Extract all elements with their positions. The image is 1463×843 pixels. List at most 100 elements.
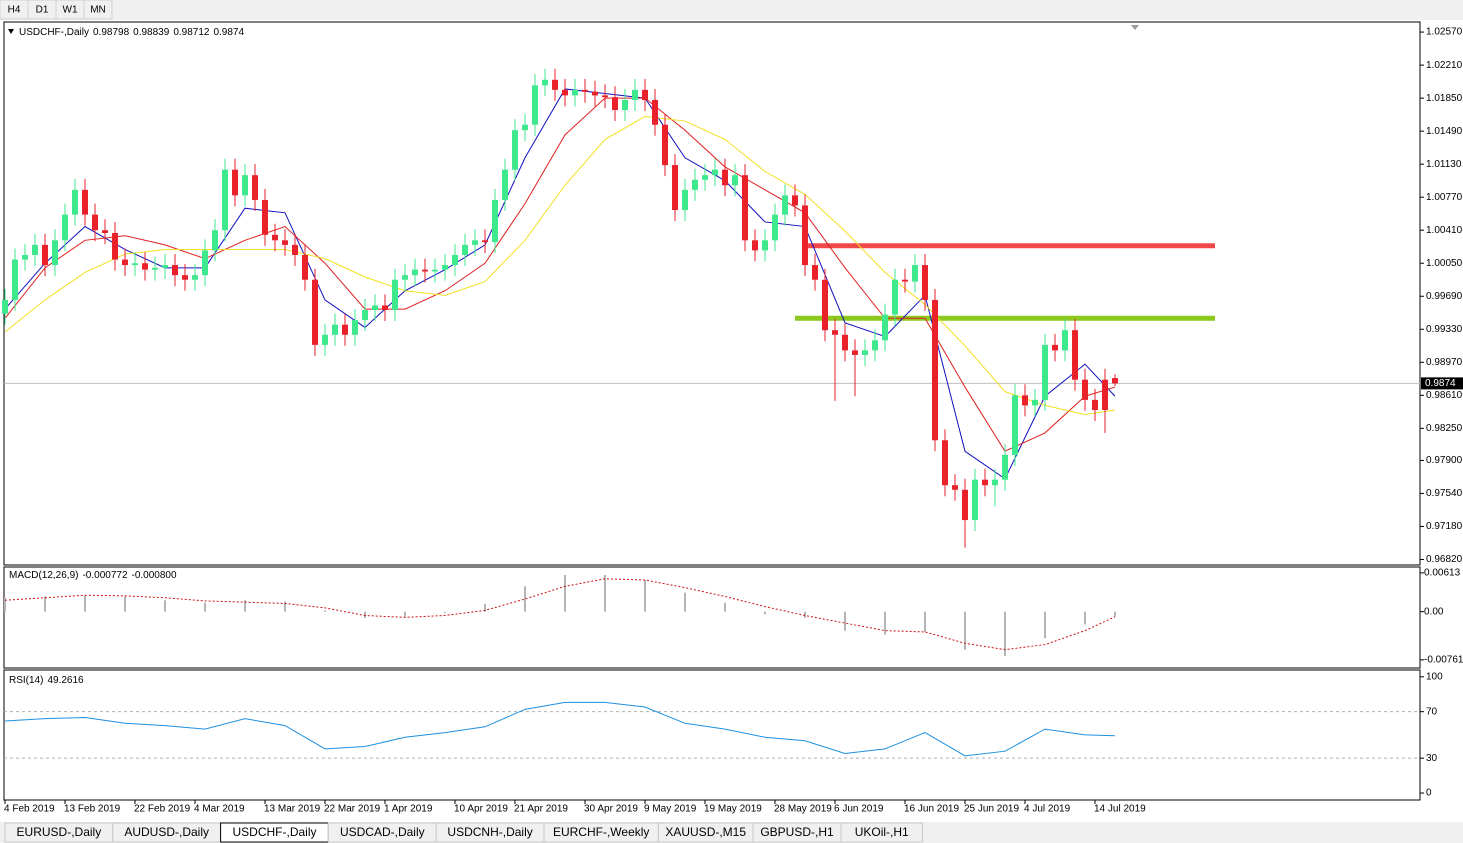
candle-body bbox=[132, 263, 138, 266]
macd-histogram-bar bbox=[684, 592, 686, 612]
macd-y-tick-label: -0.007612 bbox=[1424, 654, 1463, 665]
y-tick-label: 0.99690 bbox=[1426, 291, 1463, 302]
candle-body bbox=[1052, 344, 1058, 351]
candle-body bbox=[682, 189, 688, 211]
y-tick-label: 0.96820 bbox=[1426, 554, 1463, 565]
candle-body bbox=[332, 324, 338, 335]
candle-body bbox=[1062, 330, 1068, 351]
candle-body bbox=[352, 320, 358, 335]
open-value: 0.98798 bbox=[93, 27, 130, 38]
candle-body bbox=[632, 89, 638, 100]
candle-body bbox=[462, 244, 468, 255]
symbol-tab[interactable] bbox=[840, 822, 923, 843]
macd-histogram-bar bbox=[244, 600, 246, 612]
candle-body bbox=[792, 195, 798, 206]
symbol-tab-label: USDCNH-,Daily bbox=[447, 825, 532, 839]
macd-histogram-bar bbox=[1044, 611, 1046, 639]
macd-histogram-bar bbox=[1114, 611, 1116, 617]
macd-histogram-bar bbox=[4, 597, 6, 612]
low-value: 0.98712 bbox=[173, 27, 210, 38]
candle-body bbox=[942, 440, 948, 486]
macd-histogram-bar bbox=[764, 611, 766, 615]
close-value: 0.9874 bbox=[213, 27, 244, 38]
candle-body bbox=[852, 350, 858, 355]
x-tick-label: 19 May 2019 bbox=[704, 804, 762, 815]
candle-body bbox=[1012, 395, 1018, 455]
macd-histogram-bar bbox=[204, 602, 206, 612]
candle-body bbox=[742, 175, 748, 241]
signal-value: -0.000800 bbox=[132, 570, 177, 581]
candle-body bbox=[142, 263, 148, 270]
candle-body bbox=[642, 89, 648, 100]
macd-histogram-bar bbox=[1004, 611, 1006, 656]
y-tick-label: 1.00410 bbox=[1426, 225, 1463, 236]
moving-average bbox=[4, 115, 1116, 416]
candle-body bbox=[1072, 330, 1078, 380]
candle-body bbox=[442, 265, 448, 270]
candle-body bbox=[752, 240, 758, 251]
candle-body bbox=[472, 240, 478, 245]
candle-body bbox=[82, 189, 88, 215]
candle-body bbox=[522, 124, 528, 131]
candle-body bbox=[312, 279, 318, 345]
candle-body bbox=[62, 214, 68, 241]
candle-body bbox=[1022, 395, 1028, 406]
macd-histogram-bar bbox=[164, 600, 166, 612]
rsi-y-tick-label: 70 bbox=[1426, 706, 1438, 717]
macd-histogram-bar bbox=[84, 595, 86, 612]
candle-body bbox=[882, 314, 888, 341]
moving-average bbox=[4, 97, 1116, 452]
candle-body bbox=[272, 234, 278, 241]
candle-body bbox=[102, 230, 108, 233]
timeframe-bar bbox=[0, 0, 1463, 20]
candle-body bbox=[552, 79, 558, 90]
candle-body bbox=[22, 254, 28, 260]
macd-panel-frame bbox=[3, 566, 1421, 669]
x-tick-label: 28 May 2019 bbox=[774, 804, 832, 815]
last-price-label: 0.9874 bbox=[1425, 378, 1456, 389]
x-tick-label: 6 Jun 2019 bbox=[834, 804, 884, 815]
timeframe-button[interactable] bbox=[83, 0, 113, 20]
candle-body bbox=[422, 269, 428, 272]
candle-body bbox=[802, 205, 808, 266]
candle-body bbox=[392, 279, 398, 311]
candle-body bbox=[52, 240, 58, 266]
y-tick-label: 0.97900 bbox=[1426, 455, 1463, 466]
shift-marker bbox=[1131, 25, 1139, 30]
candle-body bbox=[672, 165, 678, 211]
macd-histogram-bar bbox=[524, 586, 526, 612]
candle-body bbox=[662, 124, 668, 166]
candle-body bbox=[492, 199, 498, 243]
y-tick-label: 1.01490 bbox=[1426, 126, 1463, 137]
symbol-tab-label: EURCHF-,Weekly bbox=[553, 825, 649, 839]
y-tick-label: 1.00050 bbox=[1426, 258, 1463, 269]
candle-body bbox=[592, 91, 598, 96]
macd-histogram-bar bbox=[604, 574, 606, 612]
candle-body bbox=[512, 130, 518, 170]
candle-body bbox=[412, 269, 418, 276]
y-tick-label: 0.97540 bbox=[1426, 488, 1463, 499]
x-tick-label: 4 Feb 2019 bbox=[4, 804, 55, 815]
candle-body bbox=[72, 189, 78, 215]
macd-histogram-bar bbox=[804, 611, 806, 618]
candle-body bbox=[432, 269, 438, 272]
candle-body bbox=[762, 240, 768, 251]
candle-body bbox=[962, 489, 968, 521]
candle-body bbox=[912, 265, 918, 282]
y-tick-label: 1.01850 bbox=[1426, 93, 1463, 104]
macd-histogram-bar bbox=[44, 596, 46, 612]
candle-body bbox=[822, 279, 828, 331]
candle-body bbox=[192, 275, 198, 280]
candle-body bbox=[122, 259, 128, 266]
x-tick-label: 14 Jul 2019 bbox=[1094, 804, 1146, 815]
symbol-name: USDCHF-,Daily bbox=[19, 27, 89, 38]
candle-body bbox=[902, 279, 908, 282]
macd-histogram-bar bbox=[724, 602, 726, 612]
candle-body bbox=[152, 267, 158, 270]
candle-body bbox=[922, 265, 928, 300]
macd-histogram-bar bbox=[1084, 611, 1086, 625]
macd-value: -0.000772 bbox=[82, 570, 127, 581]
candle-body bbox=[702, 175, 708, 180]
rsi-value: 49.2616 bbox=[47, 675, 84, 686]
